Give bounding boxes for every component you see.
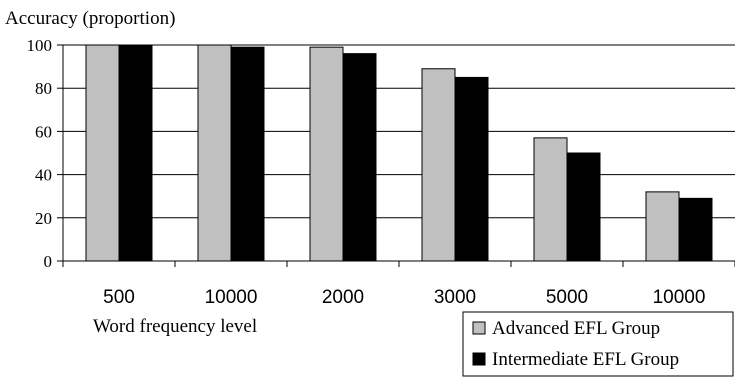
y-axis-label: Accuracy (proportion)	[5, 8, 175, 29]
bar-intermediate	[566, 152, 601, 262]
y-tick-label: 80	[35, 79, 52, 98]
bar-advanced	[533, 137, 568, 262]
bar-intermediate	[230, 46, 265, 262]
y-tick-label: 40	[35, 166, 52, 185]
bars	[85, 44, 713, 262]
y-tick-label: 0	[44, 252, 53, 271]
legend-box	[462, 311, 734, 377]
legend-swatch	[472, 352, 486, 366]
bar-advanced	[197, 44, 232, 262]
x-tick-label: 10000	[653, 287, 706, 308]
bar-intermediate	[678, 197, 713, 262]
bar-intermediate	[342, 53, 377, 262]
bar-advanced	[309, 46, 344, 262]
y-tick-label: 100	[27, 36, 53, 55]
x-axis-ticks: 500 10000 2000 3000 5000 10000	[62, 261, 735, 308]
legend-label: Intermediate EFL Group	[492, 349, 679, 370]
x-tick-label: 5000	[546, 287, 588, 308]
x-tick-label: 3000	[434, 287, 476, 308]
legend-label: Advanced EFL Group	[492, 318, 660, 339]
bar-advanced	[421, 68, 456, 262]
bar-advanced	[85, 44, 120, 262]
legend: Advanced EFL Group Intermediate EFL Group	[462, 311, 734, 377]
bar-advanced	[645, 191, 680, 262]
x-tick-label: 10000	[205, 287, 258, 308]
x-axis-label: Word frequency level	[93, 316, 257, 337]
y-tick-label: 60	[35, 122, 52, 141]
y-axis-ticks: 0 20 40 60 80 100	[27, 36, 63, 271]
y-tick-label: 20	[35, 209, 52, 228]
x-tick-label: 500	[103, 287, 135, 308]
x-tick-label: 2000	[322, 287, 364, 308]
legend-swatch	[472, 321, 486, 335]
bar-intermediate	[118, 44, 153, 262]
gridlines	[63, 44, 735, 219]
bar-intermediate	[454, 76, 489, 262]
